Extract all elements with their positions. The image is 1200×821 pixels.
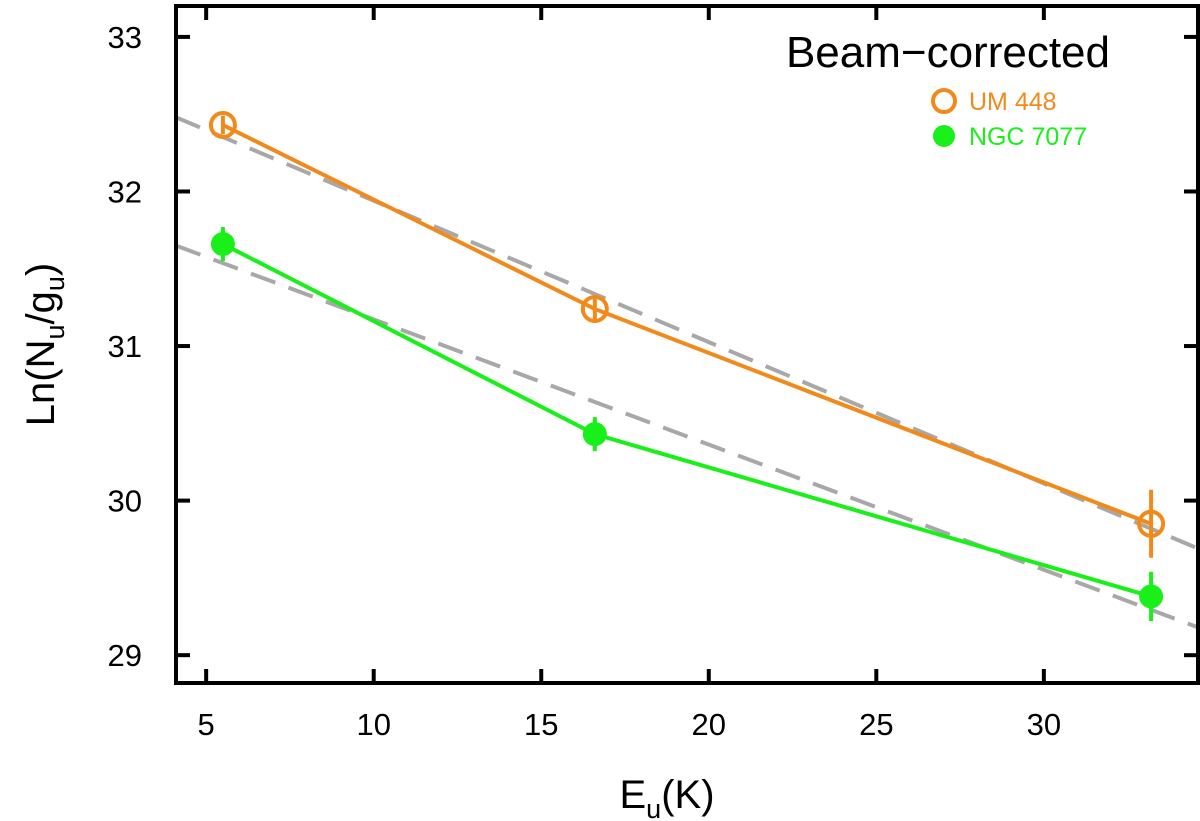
fit-line-2 (176, 243, 1198, 630)
legend-item-ngc-7077: NGC 7077 (933, 123, 1087, 151)
legend-marker (933, 125, 955, 147)
y-tick-label: 31 (108, 329, 142, 364)
series-line (222, 242, 1152, 599)
x-tick-label: 25 (859, 707, 893, 742)
y-axis-title: Ln(Nu/gu) (19, 263, 70, 426)
legend-item-um-448: UM 448 (931, 88, 1057, 116)
y-tick-label: 29 (108, 638, 142, 673)
y-tick-label: 30 (108, 484, 142, 519)
y-tick-label: 32 (108, 174, 142, 209)
y-axis-title-prefix: Ln(N (19, 340, 63, 427)
x-tick-label: 10 (356, 707, 390, 742)
fit-lines (176, 115, 1198, 630)
x-tick-label: 15 (524, 707, 558, 742)
x-tick-label: 5 (198, 707, 215, 742)
y-axis-title-suffix: ) (19, 263, 63, 276)
series-ngc-7077 (210, 227, 1164, 622)
data-series (208, 111, 1166, 622)
x-axis-title-suffix: (K) (661, 773, 714, 817)
legend-label: NGC 7077 (969, 123, 1087, 151)
data-point (1139, 584, 1164, 609)
y-axis-title-sub2: u (40, 276, 70, 291)
legend-marker (931, 88, 957, 114)
x-tick-label: 20 (692, 707, 726, 742)
plot-frame (174, 4, 1200, 685)
data-point (580, 294, 609, 323)
y-axis-title-sub1: u (40, 324, 70, 339)
x-tick-label: 30 (1027, 707, 1061, 742)
y-tick-label: 33 (108, 20, 142, 55)
chart-title: Beam−corrected (786, 28, 1110, 77)
axis-ticks: 5 10 15 20 25 30 29 30 31 32 33 (108, 6, 1198, 742)
x-axis-title-main: E (619, 773, 646, 817)
data-point (210, 232, 235, 257)
x-axis-title-sub: u (646, 794, 661, 821)
data-point (1137, 509, 1166, 538)
data-point (208, 111, 237, 140)
y-axis-title-mid: /g (19, 291, 63, 324)
series-um-448 (208, 111, 1166, 558)
legend-label: UM 448 (969, 88, 1057, 116)
legend: UM 448 NGC 7077 (931, 88, 1087, 151)
x-axis-title: Eu(K) (619, 773, 714, 821)
data-point (582, 422, 607, 447)
series-line (222, 123, 1152, 526)
